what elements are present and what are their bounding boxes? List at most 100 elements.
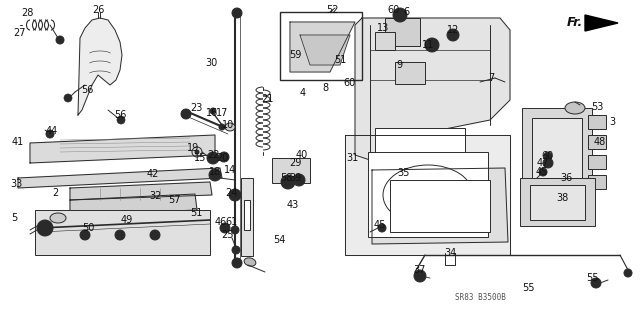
Ellipse shape (46, 130, 54, 138)
Text: 21: 21 (261, 94, 273, 104)
Text: 55: 55 (522, 283, 534, 293)
Text: SR83 B3500B: SR83 B3500B (454, 293, 506, 301)
Bar (520, 178, 595, 226)
Text: 6: 6 (403, 7, 409, 17)
Text: 48: 48 (594, 137, 606, 147)
Text: 56: 56 (81, 85, 93, 95)
Ellipse shape (383, 165, 473, 225)
Bar (368, 152, 488, 237)
Text: 18: 18 (209, 167, 221, 177)
Ellipse shape (209, 169, 221, 181)
Polygon shape (18, 168, 222, 188)
Text: 31: 31 (346, 153, 358, 163)
Bar (588, 135, 606, 149)
Polygon shape (78, 18, 122, 115)
Polygon shape (585, 15, 618, 31)
Text: 16: 16 (206, 108, 218, 118)
Ellipse shape (195, 150, 199, 154)
Text: 14: 14 (224, 165, 236, 175)
Bar (588, 155, 606, 169)
Bar (241, 178, 253, 256)
Text: 8: 8 (322, 83, 328, 93)
Text: 15: 15 (194, 153, 206, 163)
Text: 17: 17 (216, 108, 228, 118)
Bar (588, 115, 606, 129)
Text: 24: 24 (225, 188, 237, 198)
Text: 19: 19 (187, 143, 199, 153)
Text: 49: 49 (121, 215, 133, 225)
Ellipse shape (543, 158, 553, 168)
Text: 42: 42 (147, 169, 159, 179)
Ellipse shape (117, 116, 125, 124)
Text: 55: 55 (586, 273, 598, 283)
Polygon shape (372, 168, 508, 244)
Text: 20: 20 (216, 153, 228, 163)
Text: 32: 32 (149, 191, 161, 201)
Text: 60: 60 (388, 5, 400, 15)
Bar (272, 158, 310, 183)
Bar (244, 200, 250, 230)
Ellipse shape (115, 230, 125, 240)
Ellipse shape (56, 36, 64, 44)
Text: 51: 51 (190, 208, 202, 218)
Ellipse shape (414, 270, 426, 282)
Text: 51: 51 (334, 55, 346, 65)
Text: 43: 43 (287, 200, 299, 210)
Ellipse shape (624, 269, 632, 277)
Bar (522, 108, 592, 188)
Text: 47: 47 (537, 158, 549, 168)
Text: 61: 61 (226, 217, 238, 227)
Text: 46: 46 (215, 217, 227, 227)
Text: 13: 13 (377, 23, 389, 33)
Ellipse shape (207, 152, 219, 164)
Text: 34: 34 (444, 248, 456, 258)
Text: 37: 37 (413, 265, 425, 275)
Ellipse shape (447, 29, 459, 41)
Text: 25: 25 (221, 230, 234, 240)
Polygon shape (290, 22, 355, 72)
Ellipse shape (220, 223, 230, 233)
Text: 60: 60 (343, 78, 355, 88)
Ellipse shape (281, 175, 295, 189)
Ellipse shape (232, 8, 242, 18)
Text: 50: 50 (82, 223, 94, 233)
Text: 23: 23 (190, 103, 202, 113)
Text: 45: 45 (374, 220, 386, 230)
Ellipse shape (393, 8, 407, 22)
Text: 60: 60 (542, 151, 554, 161)
Text: 39: 39 (289, 173, 301, 183)
Text: 53: 53 (591, 102, 603, 112)
Bar (280, 12, 362, 80)
Polygon shape (70, 194, 197, 215)
Text: 33: 33 (10, 179, 22, 189)
Ellipse shape (425, 38, 439, 52)
Text: 28: 28 (21, 8, 33, 18)
Text: 57: 57 (168, 195, 180, 205)
Bar (588, 175, 606, 189)
Ellipse shape (64, 94, 72, 102)
Bar (530, 185, 585, 220)
Text: 12: 12 (447, 25, 459, 35)
Ellipse shape (231, 226, 239, 234)
Text: 59: 59 (289, 50, 301, 60)
Text: 30: 30 (205, 58, 217, 68)
Ellipse shape (244, 258, 256, 266)
Text: 11: 11 (422, 40, 434, 50)
Ellipse shape (565, 102, 585, 114)
Text: 26: 26 (92, 5, 104, 15)
Bar (390, 180, 490, 232)
Text: 2: 2 (52, 188, 58, 198)
Text: 52: 52 (326, 5, 339, 15)
Text: 35: 35 (398, 168, 410, 178)
Bar (375, 32, 395, 50)
Text: 10: 10 (222, 120, 234, 130)
Text: 58: 58 (280, 173, 292, 183)
Ellipse shape (293, 174, 305, 186)
Ellipse shape (591, 278, 601, 288)
Bar (532, 118, 582, 178)
Ellipse shape (378, 224, 386, 232)
Ellipse shape (150, 230, 160, 240)
Text: 44: 44 (46, 126, 58, 136)
Bar (375, 128, 465, 158)
Ellipse shape (37, 220, 53, 236)
